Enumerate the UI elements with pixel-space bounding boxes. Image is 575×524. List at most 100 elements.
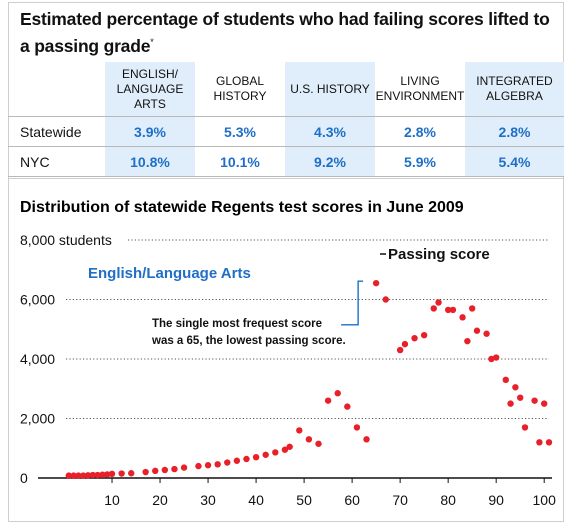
x-tick-label: 60 [344,492,360,508]
data-point [252,453,260,461]
data-point [89,471,97,479]
data-point [286,443,293,450]
cell-nyc-living-environment: 5.9% [375,146,465,177]
data-point [411,334,418,342]
data-point [94,471,101,479]
data-point [401,340,409,348]
data-point [70,472,77,479]
data-point [195,462,202,470]
x-tick-label: 50 [296,492,312,508]
data-point [540,400,548,407]
data-point [372,279,380,287]
data-point [396,346,404,354]
cell-statewide-living-environment: 2.8% [375,116,465,147]
series-title: English/Language Arts [88,265,251,282]
y-tick-label: 4,000 [20,351,55,367]
data-point [334,390,341,397]
data-point [128,470,135,477]
data-point [435,299,442,306]
data-point [521,424,529,431]
data-point [512,384,519,391]
data-point [180,464,188,471]
section-divider [8,178,564,179]
data-point [473,327,481,334]
table-title: Estimated percentage of students who had… [20,8,550,58]
row-label-nyc: NYC [8,146,105,177]
data-point [464,337,471,345]
cell-statewide-english: 3.9% [105,116,195,147]
y-tick-label: 2,000 [20,411,55,427]
data-point [84,472,92,479]
scatter-points [65,279,553,479]
data-point [483,330,490,337]
chart-annotations: English/Language Arts Passing score The … [88,246,490,347]
chart-title: Distribution of statewide Regents test s… [20,199,464,216]
data-point [104,471,111,478]
data-point [420,332,428,339]
data-point [507,400,514,407]
x-tick-label: 30 [200,492,216,508]
x-tick-label: 10 [104,492,120,508]
data-point [344,403,351,410]
chart-axes: 0 2,000 4,000 6,000 8,000 students 10 20 30 40 50… [20,232,556,508]
y-tick-label: 6,000 [20,292,55,308]
data-point [99,471,106,478]
cell-statewide-us-history: 4.3% [285,116,375,147]
data-point [430,305,437,312]
annotation-line-2: was a 65, the lowest passing score. [151,335,346,347]
row-label-statewide: Statewide [8,116,105,147]
data-point [262,451,269,458]
data-point [353,424,361,431]
table-title-text: Estimated percentage of students who had… [20,9,550,56]
cell-nyc-english: 10.8% [105,146,195,177]
col-header-english: English/ Language Arts [105,62,195,117]
failing-scores-table: English/ Language Arts Global History U.… [8,62,564,177]
x-tick-label: 80 [440,492,456,508]
x-tick-label: 20 [152,492,168,508]
data-point [531,397,538,404]
cell-nyc-integrated-algebra: 5.4% [465,146,564,177]
cell-nyc-us-history: 9.2% [285,146,375,177]
data-point [152,467,159,475]
data-point [502,376,509,384]
data-point [468,305,476,312]
data-point [171,465,178,473]
passing-score-label: Passing score [388,246,490,263]
data-point [459,314,466,321]
infographic-frame [8,2,564,522]
data-point [382,296,389,303]
cell-statewide-integrated-algebra: 2.8% [465,116,564,147]
table-row-statewide: Statewide 3.9% 5.3% 4.3% 2.8% 2.8% [8,116,564,147]
data-point [315,440,322,447]
y-tick-label: 8,000 students [20,232,112,248]
data-point [324,397,332,404]
data-point [204,462,212,469]
cell-nyc-global-history: 10.1% [195,146,285,177]
data-point [65,472,73,479]
col-header-global-history: Global History [213,74,267,103]
cell-statewide-global-history: 5.3% [195,116,285,147]
data-point [142,468,149,476]
data-point [281,446,289,453]
x-tick-label: 70 [392,492,408,508]
table-header-row: English/ Language Arts Global History U.… [8,62,564,117]
data-point [214,461,221,468]
data-point [272,449,279,456]
col-header-integrated-algebra: Integrated Algebra [465,62,564,117]
data-point [108,470,116,478]
data-point [488,355,495,363]
y-tick-label: 0 [20,470,28,486]
data-point [363,436,370,443]
annotation-line-1: The single most frequest score [152,318,322,330]
data-point [444,306,452,314]
data-point [305,436,313,443]
data-point [80,472,87,479]
data-point [75,472,82,479]
data-point [224,459,231,466]
data-point [161,466,169,474]
data-point [243,455,250,463]
data-point [449,306,457,314]
table-row-nyc: NYC 10.8% 10.1% 9.2% 5.9% 5.4% [8,146,564,177]
footnote-mark: * [150,37,154,47]
